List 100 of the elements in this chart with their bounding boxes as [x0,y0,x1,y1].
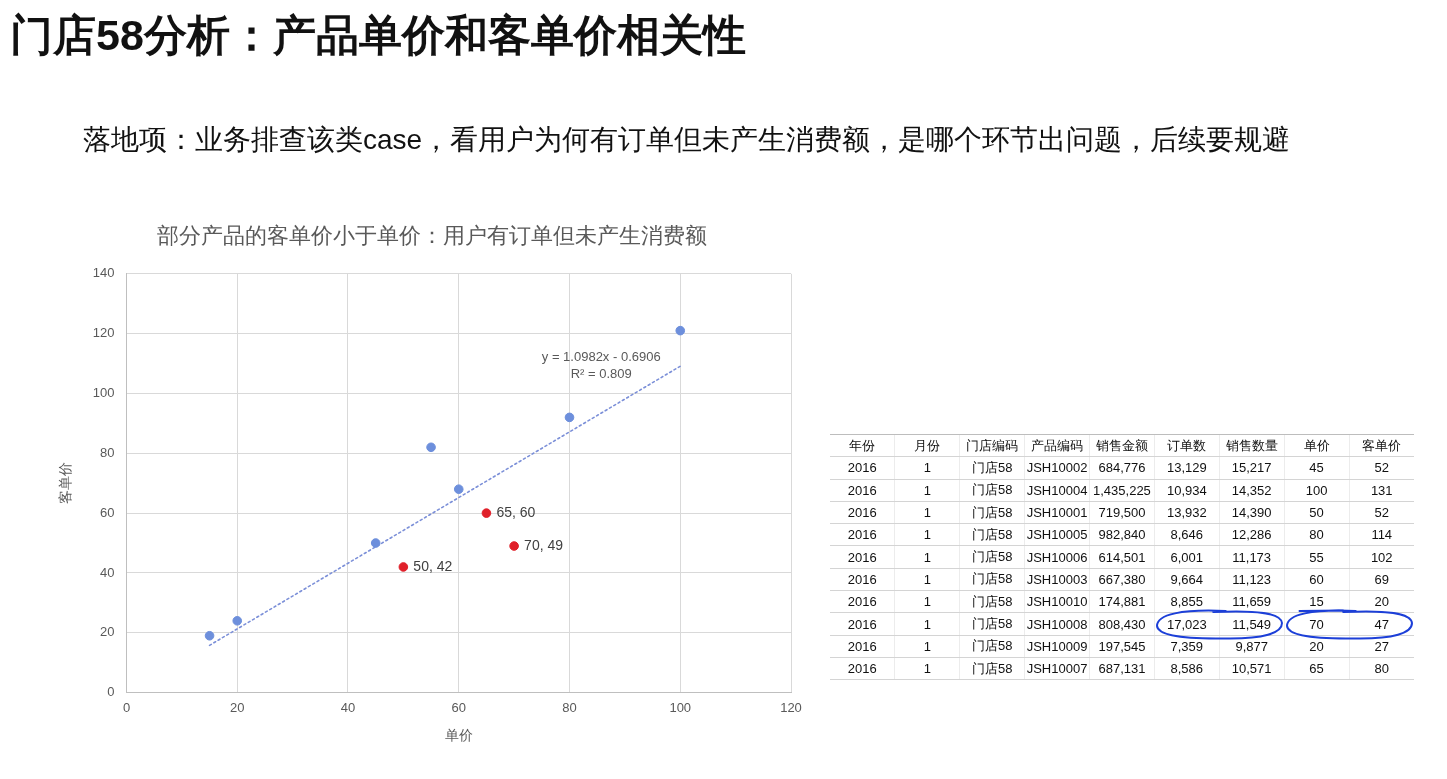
text: JSH10006 [1026,549,1088,565]
text: 门店58 [971,526,1013,542]
text: 667,380 [1098,571,1146,587]
text: 10,934 [1166,482,1207,498]
text: 1 [923,482,931,498]
text: 11,549 [1232,616,1272,632]
text: 12,286 [1231,527,1272,543]
text: 45 [1309,460,1324,476]
text: 门店58 [971,459,1013,475]
text: JSH10001 [1026,505,1088,521]
text: 20 [1374,594,1389,610]
x-tick-label: 40 [340,699,356,715]
text: 55 [1309,549,1324,565]
text: 8,646 [1170,527,1204,543]
text: 1 [923,594,931,610]
annotation: y = 1.0982x - 0.6906 [541,348,661,364]
point [426,442,436,453]
text: 2016 [847,661,877,677]
text: 70 [1309,616,1324,632]
text: 2016 [847,638,877,654]
text: 982,840 [1098,527,1146,543]
y-tick-label: 20 [100,624,115,640]
text: 6,001 [1170,549,1204,565]
text: 114 [1371,527,1393,543]
text: 687,131 [1098,661,1146,677]
text: JSH10005 [1026,527,1088,543]
point [232,616,243,626]
text: 9,877 [1235,638,1268,654]
text: 2016 [847,482,877,498]
text: 52 [1374,505,1389,521]
text: 102 [1370,549,1393,565]
text: JSH10007 [1026,661,1088,677]
category-label: 门店编码 [959,434,1025,457]
data-label: 65, 60 [496,503,536,520]
text: 14,390 [1231,505,1272,521]
text: 1 [923,616,931,632]
category-label: 销售金额 [1089,434,1155,457]
text: 719,500 [1098,505,1146,521]
text: 1 [923,549,931,565]
text: 80 [1309,527,1324,543]
x-tick-label: 80 [562,699,577,715]
text: JSH10003 [1026,571,1088,587]
point [564,412,575,423]
x-tick-label: 20 [230,699,245,715]
x-axis-title: 单价 [444,727,473,744]
text: 684,776 [1098,460,1146,476]
text: 2016 [847,594,877,610]
text: 8,586 [1170,661,1204,677]
text: 门店58分析：产品单价和客单价相关性 [10,11,746,60]
text: 1 [923,527,931,543]
y-tick-label: 60 [100,504,115,520]
y-tick-label: 100 [92,385,115,401]
y-tick-label: 0 [107,684,115,700]
text: 2016 [847,527,877,543]
category-label: 年份 [830,434,895,457]
y-tick-label: 140 [92,265,115,281]
text: 80 [1374,661,1389,677]
text: JSH10010 [1026,594,1088,610]
text: JSH10002 [1026,460,1088,476]
text: 52 [1374,460,1389,476]
text: 27 [1374,638,1389,654]
category-label: 产品编码 [1024,434,1090,457]
text: 2016 [847,549,877,565]
text: 15,217 [1231,460,1272,476]
text: 落地项：业务排查该类case，看用户为何有订单但未产生消费额，是哪个环节出问题，后续要规避 [83,124,1291,156]
text: 门店58 [971,504,1013,520]
point [204,630,215,641]
text: 2016 [847,460,877,476]
text: 47 [1374,616,1389,632]
text: 14,352 [1231,482,1272,498]
text: 808,430 [1098,616,1146,632]
point [481,508,492,518]
text: 11,123 [1232,571,1272,587]
text: 门店58 [971,638,1013,654]
text: 7,359 [1170,638,1204,654]
text: 2016 [847,616,877,632]
text: 69 [1374,571,1389,587]
x-tick-label: 120 [780,699,802,715]
text: 100 [1305,482,1328,498]
y-tick-label: 40 [100,564,115,580]
text: 1 [923,661,931,677]
text: 65 [1309,661,1324,677]
text: 197,545 [1098,638,1146,654]
data-label: 50, 42 [413,557,453,574]
text: JSH10008 [1026,616,1088,632]
text: 2016 [847,571,877,587]
x-tick-label: 60 [451,699,466,715]
text: 131 [1370,482,1393,498]
category-label: 单价 [1284,434,1349,457]
text: 门店58 [971,593,1013,609]
text: 10,571 [1231,661,1272,677]
point [509,541,519,551]
text: 174,881 [1098,594,1146,610]
text: 门店58 [971,660,1013,676]
annotation: R² = 0.809 [570,365,632,381]
text: 13,932 [1166,505,1207,521]
point [370,538,381,548]
text: 1,435,225 [1093,482,1151,498]
text: 门店58 [971,571,1013,587]
category-label: 月份 [894,434,960,457]
